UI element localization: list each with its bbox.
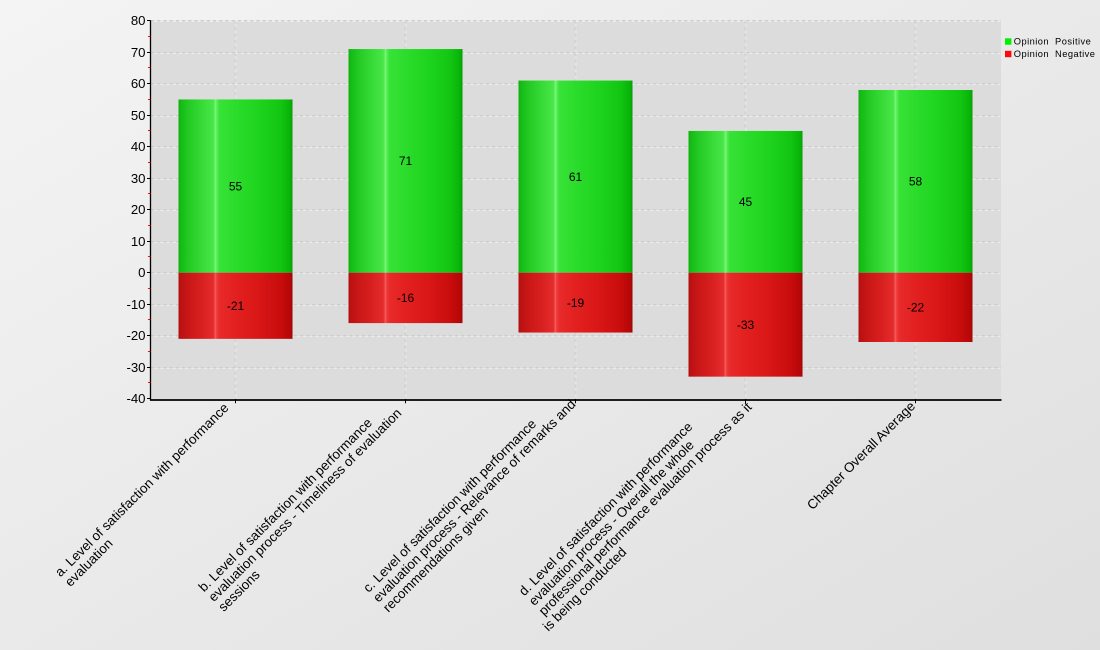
- svg-text:80: 80: [131, 13, 146, 28]
- svg-text:Opinion Positive: Opinion Positive: [1014, 37, 1091, 47]
- svg-text:-22: -22: [907, 301, 925, 315]
- svg-text:-16: -16: [397, 291, 415, 305]
- svg-text:20: 20: [131, 202, 146, 217]
- svg-text:-40: -40: [126, 391, 145, 406]
- svg-text:61: 61: [569, 170, 583, 184]
- svg-text:60: 60: [131, 76, 146, 91]
- svg-text:55: 55: [229, 179, 243, 193]
- svg-text:-10: -10: [126, 297, 145, 312]
- svg-text:58: 58: [909, 175, 923, 189]
- svg-text:Opinion Negative: Opinion Negative: [1014, 49, 1096, 59]
- svg-text:0: 0: [138, 265, 145, 280]
- svg-text:-20: -20: [126, 328, 145, 343]
- svg-text:50: 50: [131, 108, 146, 123]
- svg-text:-21: -21: [227, 299, 245, 313]
- svg-text:45: 45: [739, 195, 753, 209]
- svg-text:-30: -30: [126, 360, 145, 375]
- svg-text:40: 40: [131, 139, 146, 154]
- svg-text:70: 70: [131, 45, 146, 60]
- svg-text:10: 10: [131, 234, 146, 249]
- svg-text:-19: -19: [567, 296, 585, 310]
- svg-text:71: 71: [399, 154, 413, 168]
- svg-text:-33: -33: [737, 318, 755, 332]
- svg-text:30: 30: [131, 171, 146, 186]
